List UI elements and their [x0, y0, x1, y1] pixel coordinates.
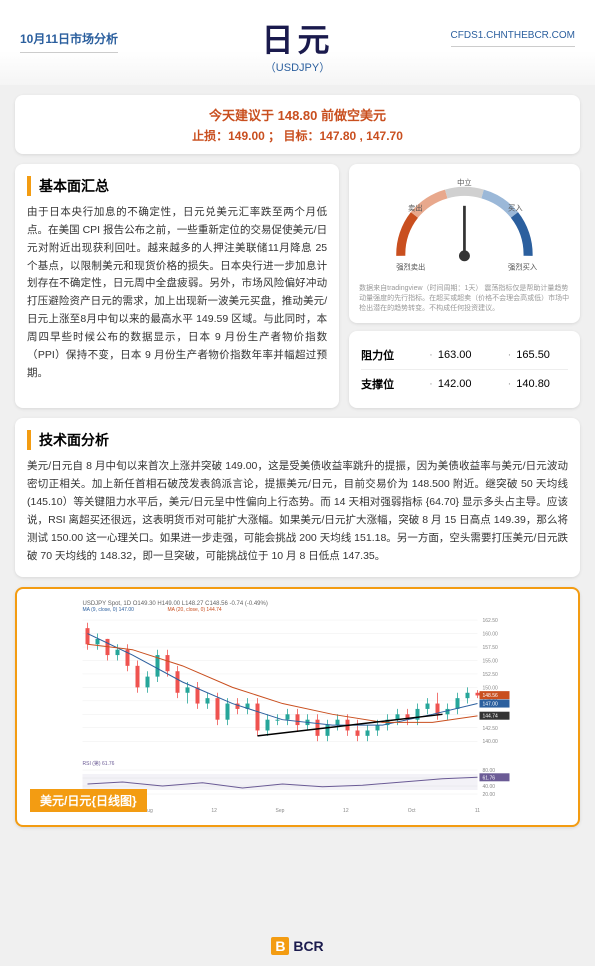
svg-text:11: 11 — [475, 808, 480, 814]
svg-text:147.00: 147.00 — [483, 702, 499, 708]
gauge-neutral: 中立 — [457, 178, 472, 187]
fundamental-body: 由于日本央行加息的不确定性，日元兑美元汇率跌至两个月低点。在美国 CPI 报告公… — [27, 204, 327, 382]
gauge-strong-buy: 强烈买入 — [508, 262, 537, 271]
svg-text:MA (20, close, 0) 144.74: MA (20, close, 0) 144.74 — [168, 607, 222, 613]
fundamental-title: 基本面汇总 — [27, 176, 327, 196]
svg-text:155.00: 155.00 — [483, 659, 499, 665]
rec-line2: 止损：149.00 ； 目标：147.80 , 147.70 — [30, 127, 565, 144]
svg-text:140.00: 140.00 — [483, 740, 499, 746]
gauge-chart: 强烈卖出 卖出 中立 买入 强烈买入 — [359, 174, 570, 274]
chart-title-label: 美元/日元{日线图} — [30, 789, 147, 812]
svg-text:162.50: 162.50 — [483, 619, 499, 625]
fundamental-panel: 基本面汇总 由于日本央行加息的不确定性，日元兑美元汇率跌至两个月低点。在美国 C… — [15, 164, 339, 408]
resistance-v1: 163.00 — [411, 349, 489, 361]
resistance-v2: 165.50 — [490, 349, 568, 361]
subtitle: （USDJPY） — [20, 59, 575, 75]
footer-logo: B BCR — [271, 937, 323, 955]
resistance-label: 阻力位 — [361, 347, 411, 363]
gauge-sell: 卖出 — [408, 203, 423, 212]
svg-text:Oct: Oct — [408, 808, 416, 814]
svg-text:20.00: 20.00 — [483, 792, 496, 798]
svg-text:150.00: 150.00 — [483, 686, 499, 692]
levels-card: 阻力位 163.00 165.50 支撑位 142.00 140.80 — [349, 331, 580, 408]
support-v1: 142.00 — [411, 378, 489, 390]
svg-text:80.00: 80.00 — [483, 768, 496, 774]
url-label: CFDS1.CHNTHEBCR.COM — [451, 30, 575, 47]
footer: B BCR — [0, 928, 595, 966]
svg-text:MA (9, close, 0) 147.00: MA (9, close, 0) 147.00 — [83, 607, 135, 613]
chart-panel: USDJPY Spot, 1D O149.30 H149.00 L148.27 … — [15, 587, 580, 827]
svg-text:152.50: 152.50 — [483, 672, 499, 678]
recommendation-card: 今天建议于 148.80 前做空美元 止损：149.00 ； 目标：147.80… — [15, 95, 580, 154]
gauge-card: 强烈卖出 卖出 中立 买入 强烈买入 数据来自tradingview（时间周期：… — [349, 164, 580, 323]
svg-text:40.00: 40.00 — [483, 784, 496, 790]
svg-text:148.56: 148.56 — [483, 694, 499, 700]
candlestick-chart: USDJPY Spot, 1D O149.30 H149.00 L148.27 … — [25, 597, 570, 817]
support-row: 支撑位 142.00 140.80 — [361, 369, 568, 398]
resistance-row: 阻力位 163.00 165.50 — [361, 341, 568, 369]
svg-text:144.74: 144.74 — [483, 714, 499, 720]
gauge-note: 数据来自tradingview（时间周期：1天） 震荡指标仅是帮助计量趋势动量强… — [359, 284, 570, 313]
svg-text:RSI (第) 61.76: RSI (第) 61.76 — [83, 760, 115, 767]
technical-panel: 技术面分析 美元/日元自 8 月中旬以来首次上涨并突破 149.00，这是受美债… — [15, 418, 580, 577]
svg-text:61.76: 61.76 — [483, 776, 496, 782]
gauge-strong-sell: 强烈卖出 — [396, 262, 425, 271]
gauge-buy: 买入 — [508, 203, 523, 212]
svg-text:12: 12 — [211, 808, 217, 814]
svg-text:160.00: 160.00 — [483, 632, 499, 638]
support-v2: 140.80 — [490, 378, 568, 390]
svg-text:142.50: 142.50 — [483, 726, 499, 732]
svg-text:Sep: Sep — [276, 808, 285, 814]
svg-text:157.50: 157.50 — [483, 645, 499, 651]
technical-body: 美元/日元自 8 月中旬以来首次上涨并突破 149.00，这是受美债收益率跳升的… — [27, 458, 568, 565]
rec-line1: 今天建议于 148.80 前做空美元 — [30, 105, 565, 124]
date-label: 10月11日市场分析 — [20, 30, 118, 53]
technical-title: 技术面分析 — [27, 430, 568, 450]
svg-text:12: 12 — [343, 808, 349, 814]
header: 10月11日市场分析 日元 （USDJPY） CFDS1.CHNTHEBCR.C… — [0, 0, 595, 85]
support-label: 支撑位 — [361, 376, 411, 392]
